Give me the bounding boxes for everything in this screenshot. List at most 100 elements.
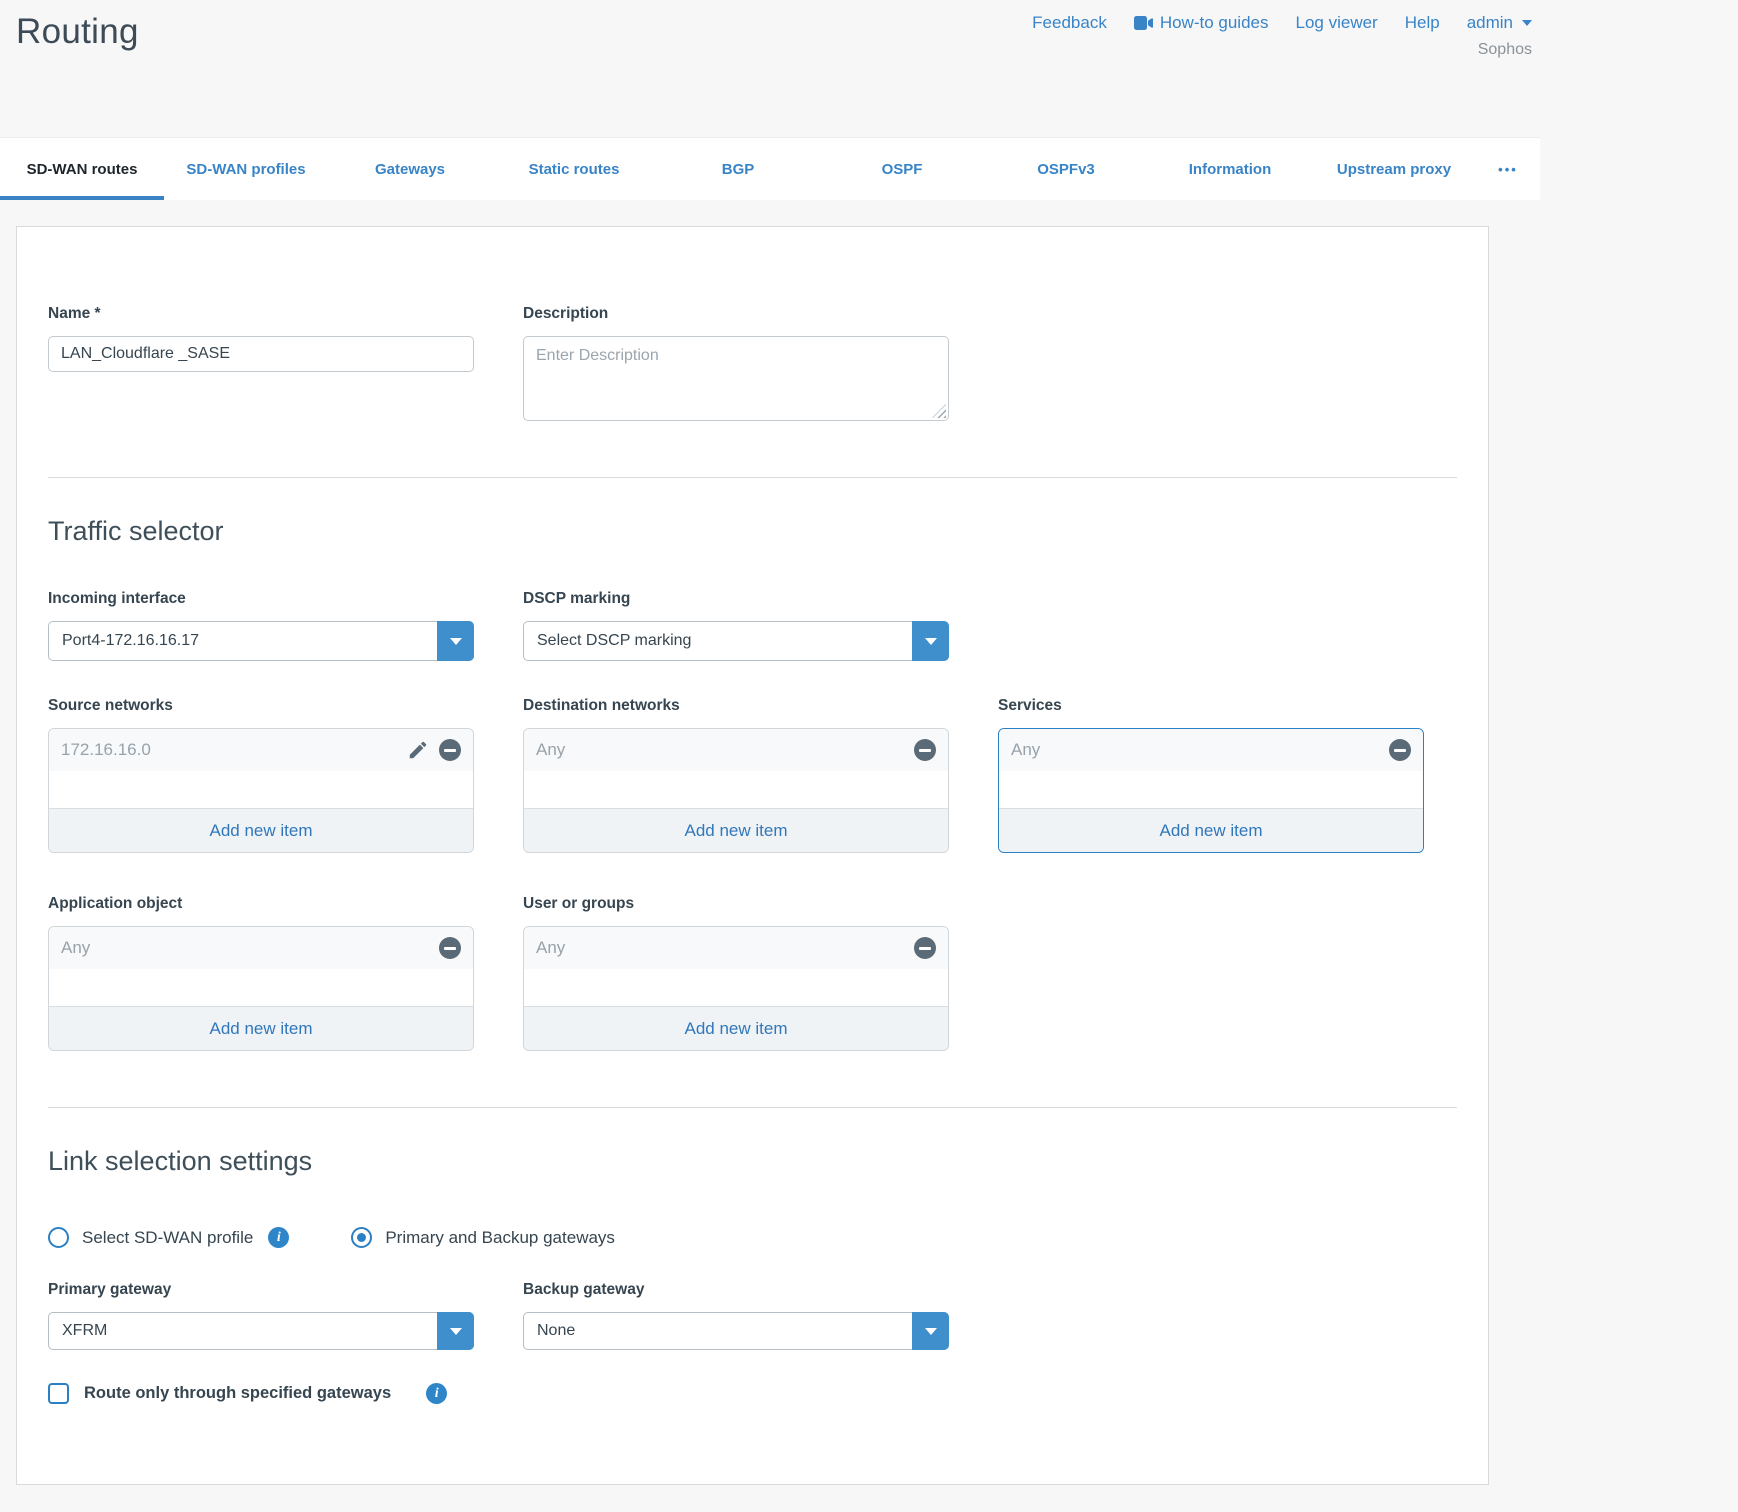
- remove-item-icon[interactable]: [1389, 739, 1411, 761]
- backup-gateway-value: None: [537, 1322, 576, 1339]
- tab-static-routes[interactable]: Static routes: [528, 160, 620, 178]
- tab-sd-wan-profiles[interactable]: SD-WAN profiles: [186, 160, 306, 178]
- admin-menu-label: admin: [1466, 13, 1513, 32]
- list-item: Any: [524, 927, 948, 969]
- destination-networks-label: Destination networks: [523, 697, 680, 714]
- list-item-value: Any: [1011, 740, 1041, 759]
- backup-gateway-label: Backup gateway: [523, 1281, 645, 1298]
- primary-gateway-label: Primary gateway: [48, 1281, 172, 1298]
- radio-label: Primary and Backup gateways: [385, 1227, 615, 1247]
- item-box-body: [49, 969, 473, 1006]
- gateways-row: Primary gateway XFRM Backup gateway None: [48, 1281, 1457, 1350]
- route-only-checkbox[interactable]: [48, 1383, 69, 1404]
- list-item-value: 172.16.16.0: [61, 740, 151, 759]
- radio-unselected-icon[interactable]: [48, 1227, 69, 1248]
- chevron-down-icon: [1522, 20, 1532, 26]
- chevron-down-icon: [924, 637, 937, 645]
- admin-menu[interactable]: admin: [1467, 13, 1532, 33]
- tab-ospf[interactable]: OSPF: [881, 160, 923, 178]
- routing-tabbar: SD-WAN routes SD-WAN profiles Gateways S…: [0, 137, 1540, 200]
- section-divider: [48, 477, 1457, 478]
- remove-item-icon[interactable]: [914, 739, 936, 761]
- tab-ospfv3[interactable]: OSPFv3: [1037, 160, 1095, 178]
- remove-item-icon[interactable]: [439, 739, 461, 761]
- info-icon[interactable]: i: [268, 1227, 290, 1248]
- dscp-marking-value: Select DSCP marking: [537, 632, 692, 649]
- video-camera-icon: [1133, 16, 1153, 30]
- description-textarea[interactable]: [523, 336, 949, 421]
- radio-selected-icon[interactable]: [351, 1227, 373, 1248]
- tab-information[interactable]: Information: [1188, 160, 1272, 178]
- item-box-body: [524, 771, 948, 808]
- primary-gateway-value: XFRM: [62, 1322, 108, 1339]
- add-new-item-button[interactable]: Add new item: [49, 1006, 473, 1050]
- list-item-value: Any: [536, 740, 566, 759]
- radio-primary-backup-gateways[interactable]: Primary and Backup gateways: [351, 1227, 615, 1248]
- add-new-item-button[interactable]: Add new item: [49, 808, 473, 852]
- routing-page: Routing Feedback How-to guides Log viewe…: [0, 0, 1540, 1485]
- dscp-marking-select[interactable]: Select DSCP marking: [523, 621, 949, 661]
- remove-item-icon[interactable]: [914, 937, 936, 959]
- dscp-marking-label: DSCP marking: [523, 590, 631, 607]
- edit-icon[interactable]: [407, 739, 429, 761]
- dropdown-button[interactable]: [437, 621, 474, 661]
- info-icon[interactable]: i: [426, 1383, 448, 1404]
- user-or-groups-box: Any Add new item: [523, 926, 949, 1051]
- application-object-box: Any Add new item: [48, 926, 474, 1051]
- source-networks-box: 172.16.16.0 Add new item: [48, 728, 474, 853]
- log-viewer-link[interactable]: Log viewer: [1295, 13, 1378, 32]
- section-divider: [48, 1107, 1457, 1108]
- list-item-value: Any: [536, 938, 566, 957]
- list-item: Any: [524, 729, 948, 771]
- help-link[interactable]: Help: [1404, 13, 1440, 32]
- dropdown-button[interactable]: [912, 621, 949, 661]
- radio-label: Select SD-WAN profile: [82, 1227, 254, 1247]
- required-asterisk: *: [94, 305, 101, 322]
- destination-networks-box: Any Add new item: [523, 728, 949, 853]
- howto-guides-link[interactable]: How-to guides: [1133, 13, 1269, 33]
- howto-guides-label: How-to guides: [1159, 13, 1269, 32]
- chevron-down-icon: [924, 1327, 937, 1335]
- link-selection-options: Select SD-WAN profile i Primary and Back…: [48, 1227, 1457, 1248]
- name-input[interactable]: [48, 336, 474, 372]
- primary-gateway-select[interactable]: XFRM: [48, 1312, 474, 1350]
- incoming-interface-label: Incoming interface: [48, 590, 186, 607]
- add-new-item-button[interactable]: Add new item: [524, 1006, 948, 1050]
- tab-gateways[interactable]: Gateways: [374, 160, 446, 178]
- interface-dscp-row: Incoming interface Port4-172.16.16.17 DS…: [48, 590, 1457, 661]
- dropdown-button[interactable]: [437, 1312, 474, 1350]
- feedback-link[interactable]: Feedback: [1032, 13, 1107, 32]
- header-links: Feedback How-to guides Log viewer Help a…: [1032, 13, 1532, 33]
- dropdown-button[interactable]: [912, 1312, 949, 1350]
- page-header: Routing Feedback How-to guides Log viewe…: [0, 0, 1540, 137]
- sd-wan-route-form: Name * Description Traffic selector Inco…: [16, 226, 1489, 1485]
- tab-sd-wan-routes[interactable]: SD-WAN routes: [0, 138, 164, 200]
- tab-more-menu[interactable]: •••: [1498, 161, 1518, 177]
- add-new-item-button[interactable]: Add new item: [524, 808, 948, 852]
- name-label: Name *: [48, 305, 101, 322]
- radio-select-sdwan-profile[interactable]: Select SD-WAN profile i: [48, 1227, 290, 1248]
- list-item: 172.16.16.0: [49, 729, 473, 771]
- services-label: Services: [998, 697, 1062, 714]
- add-new-item-button[interactable]: Add new item: [999, 808, 1423, 852]
- backup-gateway-select[interactable]: None: [523, 1312, 949, 1350]
- services-box: Any Add new item: [998, 728, 1424, 853]
- page-title: Routing: [16, 12, 139, 51]
- list-item-value: Any: [61, 938, 91, 957]
- traffic-selector-heading: Traffic selector: [48, 516, 224, 546]
- chevron-down-icon: [449, 637, 462, 645]
- tab-upstream-proxy[interactable]: Upstream proxy: [1336, 160, 1452, 178]
- link-selection-heading: Link selection settings: [48, 1146, 313, 1176]
- item-box-body: [524, 969, 948, 1006]
- list-item: Any: [49, 927, 473, 969]
- item-box-body: [999, 771, 1423, 808]
- remove-item-icon[interactable]: [439, 937, 461, 959]
- networks-services-row: Source networks 172.16.16.0 Add new item: [48, 697, 1457, 853]
- application-object-label: Application object: [48, 895, 183, 912]
- tab-bgp[interactable]: BGP: [721, 160, 755, 178]
- source-networks-label: Source networks: [48, 697, 173, 714]
- route-only-label: Route only through specified gateways: [84, 1384, 392, 1402]
- list-item: Any: [999, 729, 1423, 771]
- incoming-interface-select[interactable]: Port4-172.16.16.17: [48, 621, 474, 661]
- brand-label: Sophos: [1477, 41, 1532, 58]
